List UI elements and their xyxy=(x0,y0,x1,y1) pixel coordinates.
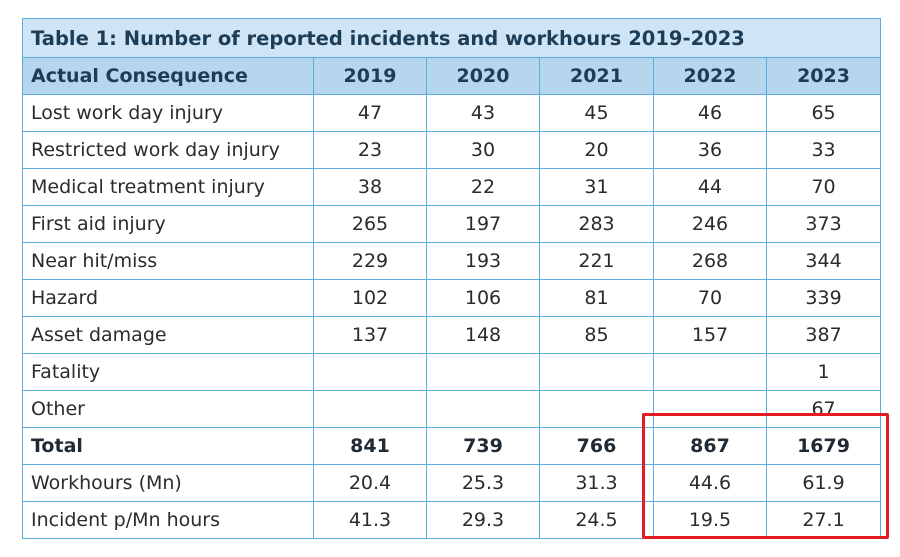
cell-value: 265 xyxy=(313,205,427,243)
cell-value: 67 xyxy=(765,390,882,428)
highlight-box xyxy=(642,413,889,539)
cell-value: 387 xyxy=(765,316,882,354)
cell-value: 46 xyxy=(653,94,767,132)
row-label: Restricted work day injury xyxy=(22,131,314,169)
table-row: First aid injury 265 197 283 246 373 xyxy=(22,205,882,243)
cell-value: 31 xyxy=(539,168,654,206)
table-row: Workhours (Mn) 20.4 25.3 31.3 44.6 61.9 xyxy=(22,464,882,502)
row-label: Medical treatment injury xyxy=(22,168,314,206)
row-label: Workhours (Mn) xyxy=(22,464,314,502)
table-row: Hazard 102 106 81 70 339 xyxy=(22,279,882,317)
cell-value: 31.3 xyxy=(539,464,654,502)
row-label: Other xyxy=(22,390,314,428)
cell-value xyxy=(539,390,654,428)
cell-value: 25.3 xyxy=(426,464,540,502)
row-label: First aid injury xyxy=(22,205,314,243)
table-row: Incident p/Mn hours 41.3 29.3 24.5 19.5 27.1 xyxy=(22,501,882,539)
cell-value: 38 xyxy=(313,168,427,206)
cell-value: 22 xyxy=(426,168,540,206)
cell-value: 283 xyxy=(539,205,654,243)
table-row: Medical treatment injury 38 22 31 44 70 xyxy=(22,168,882,206)
cell-value: 81 xyxy=(539,279,654,317)
cell-value: 41.3 xyxy=(313,501,427,539)
header-year-2019: 2019 xyxy=(313,57,427,95)
cell-value xyxy=(313,390,427,428)
cell-value xyxy=(539,353,654,391)
cell-value: 148 xyxy=(426,316,540,354)
header-year-2022: 2022 xyxy=(653,57,767,95)
cell-value: 766 xyxy=(539,427,654,465)
table-row: Near hit/miss 229 193 221 268 344 xyxy=(22,242,882,280)
table-row: Asset damage 137 148 85 157 387 xyxy=(22,316,882,354)
table-row: Restricted work day injury 23 30 20 36 33 xyxy=(22,131,882,169)
cell-value: 23 xyxy=(313,131,427,169)
table-row: Other 67 xyxy=(22,390,882,428)
cell-value: 20.4 xyxy=(313,464,427,502)
cell-value: 1679 xyxy=(765,427,882,465)
header-year-2020: 2020 xyxy=(426,57,540,95)
cell-value: 229 xyxy=(313,242,427,280)
cell-value: 373 xyxy=(765,205,882,243)
table-row: Lost work day injury 47 43 45 46 65 xyxy=(22,94,882,132)
cell-value: 47 xyxy=(313,94,427,132)
cell-value: 44.6 xyxy=(653,464,767,502)
row-label: Asset damage xyxy=(22,316,314,354)
header-year-2021: 2021 xyxy=(539,57,654,95)
cell-value: 85 xyxy=(539,316,654,354)
row-label: Near hit/miss xyxy=(22,242,314,280)
row-label: Hazard xyxy=(22,279,314,317)
row-label: Incident p/Mn hours xyxy=(22,501,314,539)
incidents-table: Table 1: Number of reported incidents an… xyxy=(21,18,882,539)
cell-value: 246 xyxy=(653,205,767,243)
cell-value: 33 xyxy=(765,131,882,169)
cell-value xyxy=(426,353,540,391)
cell-value: 19.5 xyxy=(653,501,767,539)
cell-value: 102 xyxy=(313,279,427,317)
cell-value: 193 xyxy=(426,242,540,280)
cell-value: 45 xyxy=(539,94,654,132)
cell-value: 70 xyxy=(765,168,882,206)
cell-value: 65 xyxy=(765,94,882,132)
cell-value xyxy=(653,353,767,391)
row-label: Fatality xyxy=(22,353,314,391)
cell-value: 43 xyxy=(426,94,540,132)
cell-value: 339 xyxy=(765,279,882,317)
cell-value xyxy=(653,390,767,428)
cell-value: 20 xyxy=(539,131,654,169)
cell-value: 197 xyxy=(426,205,540,243)
table-title-row: Table 1: Number of reported incidents an… xyxy=(21,18,882,58)
cell-value: 30 xyxy=(426,131,540,169)
cell-value: 70 xyxy=(653,279,767,317)
cell-value: 137 xyxy=(313,316,427,354)
cell-value: 36 xyxy=(653,131,767,169)
cell-value: 739 xyxy=(426,427,540,465)
cell-value: 1 xyxy=(765,353,882,391)
table-row: Total 841 739 766 867 1679 xyxy=(22,427,882,465)
cell-value: 29.3 xyxy=(426,501,540,539)
cell-value: 106 xyxy=(426,279,540,317)
cell-value: 24.5 xyxy=(539,501,654,539)
cell-value: 841 xyxy=(313,427,427,465)
cell-value: 27.1 xyxy=(765,501,882,539)
cell-value xyxy=(313,353,427,391)
cell-value: 157 xyxy=(653,316,767,354)
table-row: Fatality 1 xyxy=(22,353,882,391)
header-row: Actual Consequence 2019 2020 2021 2022 2… xyxy=(22,57,882,95)
cell-value xyxy=(426,390,540,428)
cell-value: 221 xyxy=(539,242,654,280)
cell-value: 61.9 xyxy=(765,464,882,502)
header-actual-consequence: Actual Consequence xyxy=(22,57,314,95)
row-label: Total xyxy=(22,427,314,465)
cell-value: 268 xyxy=(653,242,767,280)
header-year-2023: 2023 xyxy=(765,57,882,95)
cell-value: 44 xyxy=(653,168,767,206)
row-label: Lost work day injury xyxy=(22,94,314,132)
cell-value: 344 xyxy=(765,242,882,280)
table-title: Table 1: Number of reported incidents an… xyxy=(21,18,882,58)
